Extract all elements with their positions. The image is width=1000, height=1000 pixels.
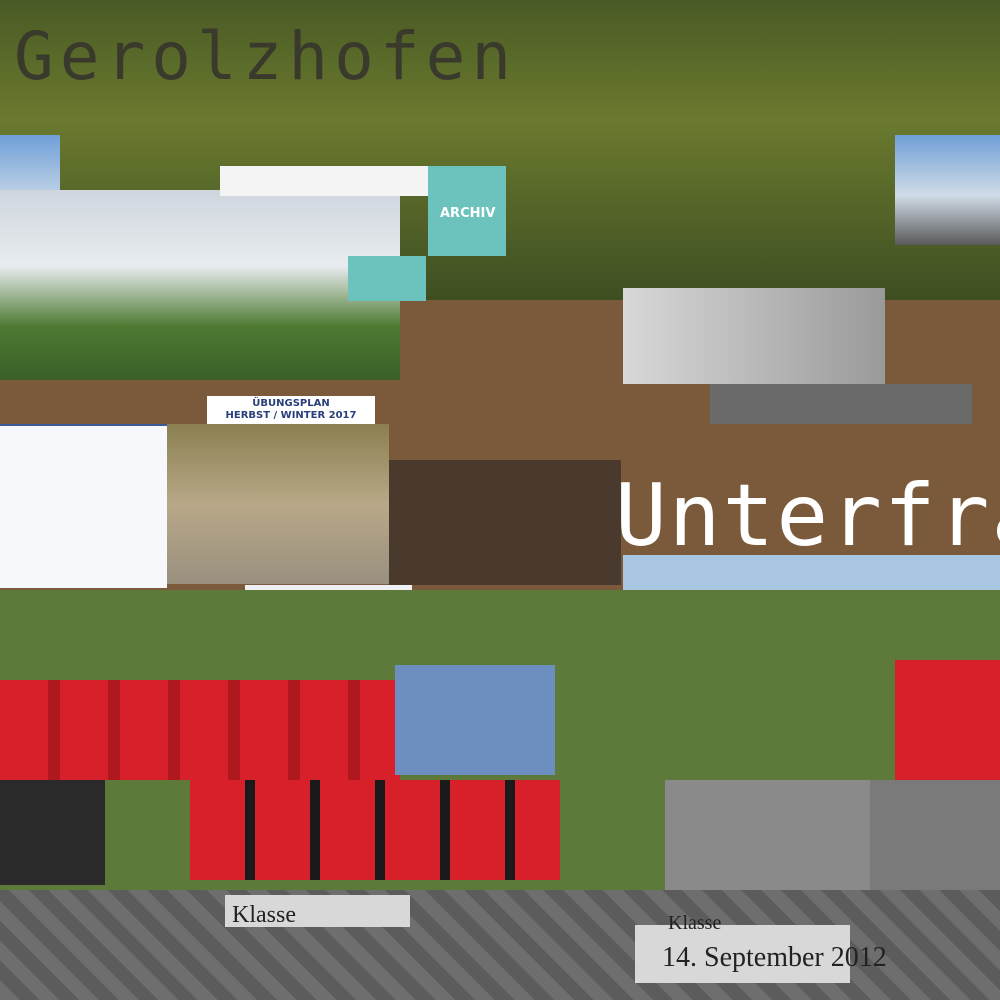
pavement: [665, 780, 870, 890]
photo-team: [0, 780, 105, 885]
photo-portrait: [623, 288, 885, 384]
caption: Klasse: [232, 902, 296, 928]
caption: Klasse: [668, 912, 722, 934]
archive-label: ARCHIV: [440, 206, 496, 221]
photo-road: [167, 424, 389, 584]
overlay-word: Unterfra: [615, 466, 1000, 566]
schedule-subtitle: HERBST / WINTER 2017: [225, 410, 357, 421]
archive-tile: [428, 166, 506, 256]
players: [895, 660, 1000, 780]
caption-date: 14. September 2012: [662, 942, 887, 973]
schedule-title-text: ÜBUNGSPLAN: [252, 398, 330, 409]
schedule-table: [0, 424, 167, 588]
players: [190, 780, 560, 880]
photo-landscape: [0, 190, 400, 380]
photo-wreck: [389, 460, 621, 585]
schedule-title: ÜBUNGSPLAN HERBST / WINTER 2017: [207, 396, 375, 424]
players: [0, 680, 400, 780]
page-title: Gerolzhofen: [14, 18, 518, 95]
caption-box: [225, 895, 410, 927]
archive-tile: [348, 256, 426, 301]
photo-jeans: [395, 665, 555, 775]
photo-sky: [623, 555, 1000, 590]
caption-box: [635, 925, 850, 983]
photo-portrait: [710, 384, 972, 424]
photo-bus: [895, 135, 1000, 245]
pavement: [870, 780, 1000, 890]
panel: [220, 166, 430, 196]
